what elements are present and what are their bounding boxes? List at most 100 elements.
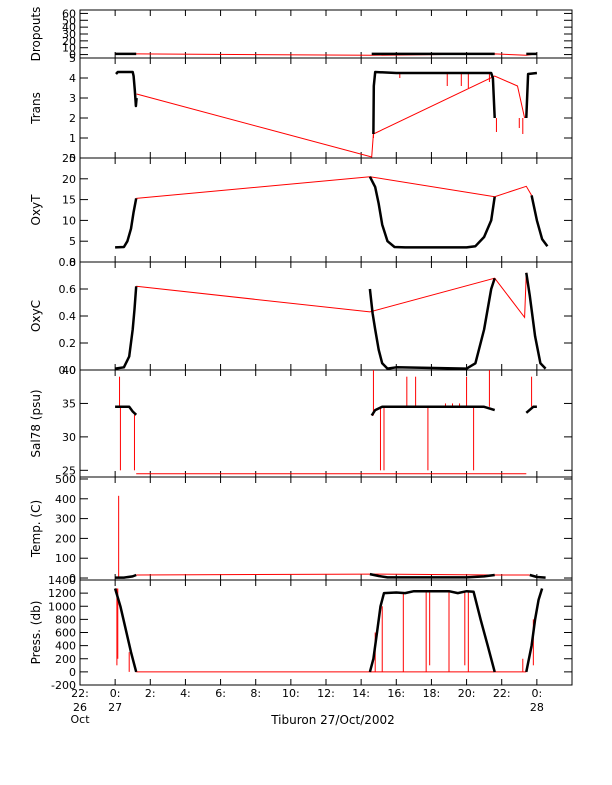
y-tick-label: 25 [62,464,76,477]
panel-frame [79,261,573,371]
x-axis-title: Tiburon 27/Oct/2002 [270,713,395,727]
panel-6: 0 100 200 300 400 500 Temp. (C) [29,473,573,585]
data-series-segment [115,70,138,108]
data-series-segment [115,405,138,416]
x-tick-sublabel: 26 [73,701,87,714]
y-axis-title: Sal78 (psu) [29,389,43,457]
y-tick-label: 35 [62,397,76,410]
y-tick-label: 20 [62,173,76,186]
data-series-segment [368,589,496,673]
gap-line [136,176,533,199]
y-tick-label: 0 [69,49,76,62]
y-tick-label: 400 [55,640,76,653]
x-tick-label: 8: [250,687,261,700]
panel-5: 25 30 35 40 Sal78 (psu) [29,364,573,478]
y-tick-label: 60 [62,7,76,20]
y-tick-label: 0.0 [59,364,77,377]
y-tick-label: 5 [69,235,76,248]
y-tick-label: 15 [62,194,76,207]
y-tick-label: 0 [69,572,76,585]
gap-line [136,573,530,576]
y-tick-label: 10 [62,42,76,55]
y-tick-label: 20 [62,35,76,48]
y-tick-label: 300 [55,513,76,526]
x-tick-sublabel: 27 [108,701,122,714]
y-tick-label: 4 [69,72,76,85]
x-tick-label: 14: [352,687,370,700]
panel-frame [79,157,573,263]
y-tick-label: 500 [55,473,76,486]
data-series-segment [368,277,496,370]
y-tick-label: 0 [69,666,76,679]
panel-data [113,588,544,673]
y-tick-label: 5 [69,52,76,65]
panel-frame [79,9,573,59]
y-tick-label: 400 [55,493,76,506]
y-tick-label: 1 [69,132,76,145]
data-series-segment [372,70,496,135]
y-axis-title: Press. (db) [29,601,43,665]
y-tick-label: 200 [55,653,76,666]
data-series-segment [525,272,547,370]
y-tick-label: 3 [69,92,76,105]
y-tick-label: 0.2 [59,337,77,350]
panel-3: 0 5 10 15 20 25 OxyT [29,152,573,269]
y-tick-label: 10 [62,214,76,227]
data-series-segment [525,71,538,119]
x-tick-label: 4: [180,687,191,700]
x-tick-label: 0: [110,687,121,700]
y-tick-label: 0.6 [59,283,77,296]
y-tick-label: 100 [55,552,76,565]
x-tick-label: 6: [215,687,226,700]
x-tick-label: 22: [71,687,89,700]
y-tick-label: 1400 [48,574,76,587]
y-tick-label: 600 [55,627,76,640]
x-tick-label: 0: [531,687,542,700]
y-tick-label: 200 [55,532,76,545]
panel-data [114,272,547,370]
panel-2: 0 1 2 3 4 5 Trans [29,52,573,165]
y-tick-label: 0.8 [59,256,77,269]
panel-data [115,70,538,158]
x-tick-label: 10: [282,687,300,700]
panel-frame [79,476,573,581]
data-series-segment [114,286,138,370]
chart-panels: 0102030405060Dropouts012345Trans05101520… [29,7,573,692]
x-tick-label: 22: [493,687,511,700]
panel-4: 0.0 0.2 0.4 0.6 0.8 OxyC [29,256,573,377]
y-tick-label: 30 [62,431,76,444]
data-series-segment [525,588,544,673]
data-series-segment [529,573,546,579]
y-tick-label: 2 [69,112,76,125]
panel-data [115,52,537,56]
y-tick-label: 40 [62,364,76,377]
data-series-segment [113,588,138,673]
x-tick-label: 2: [145,687,156,700]
y-tick-label: 0 [69,256,76,269]
y-tick-label: 25 [62,152,76,165]
data-series-segment [368,176,496,249]
y-axis-title: Trans [29,92,43,125]
x-tick-label: 16: [387,687,405,700]
data-series-segment [370,405,496,417]
x-tick-sublabel: Oct [70,713,90,726]
y-tick-label: 0 [69,152,76,165]
data-series-segment [530,195,549,247]
y-tick-label: -200 [51,679,76,692]
y-axis-title: OxyT [29,194,43,226]
x-tick-label: 20: [458,687,476,700]
y-tick-label: 1000 [48,600,76,613]
panel-data [115,370,537,475]
data-series-segment [525,405,537,414]
y-tick-label: 30 [62,28,76,41]
x-tick-label: 12: [317,687,335,700]
y-axis-title: Temp. (C) [29,500,43,558]
y-tick-label: 800 [55,613,76,626]
y-tick-label: 0.4 [59,310,77,323]
panel-data [115,176,549,249]
y-tick-label: 40 [62,21,76,34]
